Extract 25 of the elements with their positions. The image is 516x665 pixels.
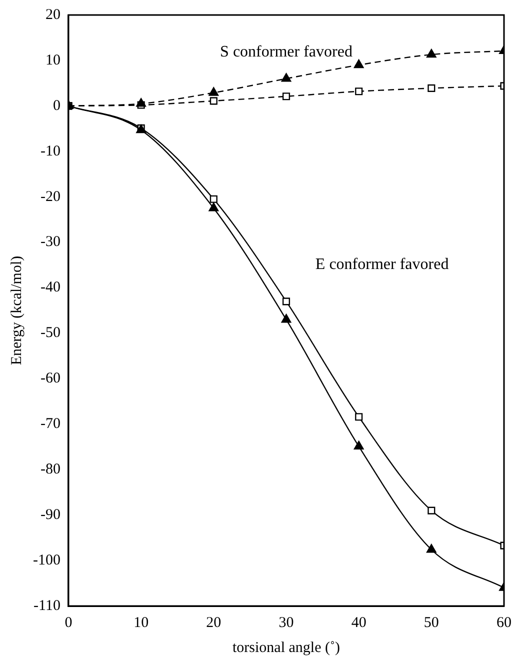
y-tick-label: -20 [40,188,60,205]
y-tick-label: -30 [40,234,60,250]
y-axis-title: Energy (kcal/mol) [8,256,25,366]
x-tick-label: 10 [134,614,149,631]
x-tick-label: 50 [424,614,439,631]
y-tick-label: -90 [40,507,60,524]
x-axis-title: torsional angle (˚) [232,640,340,656]
annotation: E conformer favored [315,256,449,274]
annotation: S conformer favored [220,43,352,60]
y-tick-label: -70 [40,416,60,432]
y-tick-label: -100 [32,552,60,568]
x-tick-label: 40 [351,614,366,631]
y-tick-label: -60 [40,370,60,387]
y-tick-label: -110 [34,598,60,614]
y-tick-label: 0 [52,98,60,114]
y-tick-label: -10 [40,143,60,160]
x-tick-label: 0 [64,614,72,631]
x-tick-label: 30 [278,614,294,631]
y-tick-label: 10 [45,52,60,68]
y-tick-label: 20 [45,6,60,23]
x-tick-label: 60 [496,614,512,631]
y-tick-label: -40 [40,280,60,296]
y-tick-label: -50 [40,325,60,342]
y-tick-label: -80 [40,462,60,478]
x-tick-label: 20 [206,614,222,631]
